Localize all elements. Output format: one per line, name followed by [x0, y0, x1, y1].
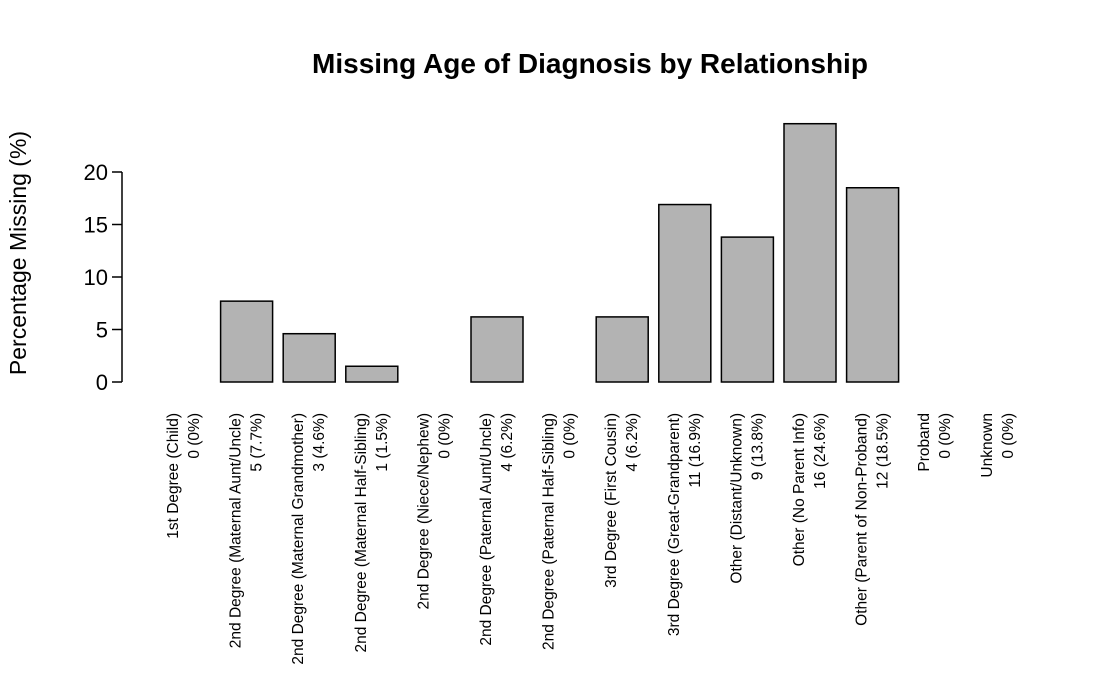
x-tick-label-group: Proband 0 (0%): [916, 413, 954, 472]
bar-count-label: 0 (0%): [937, 413, 954, 459]
bar: [595, 316, 649, 383]
x-tick-label-group: 1st Degree (Child) 0 (0%): [165, 413, 203, 539]
x-tick-label: 2nd Degree (Maternal Aunt/Uncle): [228, 413, 245, 648]
y-tick-label: 15: [84, 213, 108, 238]
x-tick-label: Other (No Parent Info): [791, 413, 808, 566]
bar-count-label: 0 (0%): [562, 413, 579, 459]
bar: [845, 187, 900, 383]
x-axis-labels: 1st Degree (Child) 0 (0%) 2nd Degree (Mate…: [165, 413, 1017, 665]
bar-count-label: 4 (6.2%): [624, 413, 641, 472]
bar-count-label: 5 (7.7%): [249, 413, 266, 472]
bar-count-label: 9 (13.8%): [749, 413, 766, 480]
bar-count-label: 16 (24.6%): [812, 413, 829, 489]
x-tick-label-group: 3rd Degree (First Cousin) 4 (6.2%): [603, 413, 641, 588]
bar-count-label: 1 (1.5%): [374, 413, 391, 472]
y-axis-label: Percentage Missing (%): [5, 131, 31, 375]
x-tick-label: 2nd Degree (Paternal Aunt/Uncle): [478, 413, 495, 646]
x-tick-label: 2nd Degree (Niece/Nephew): [415, 413, 432, 609]
x-tick-label: Unknown: [979, 413, 996, 478]
x-tick-label: 2nd Degree (Maternal Half-Sibling): [353, 413, 370, 653]
x-tick-label: 3rd Degree (First Cousin): [603, 413, 620, 588]
x-tick-label: Proband: [916, 413, 933, 472]
bar-count-label: 12 (18.5%): [875, 413, 892, 489]
x-tick-label: 1st Degree (Child): [165, 413, 182, 539]
bar: [219, 300, 274, 383]
x-tick-label-group: 2nd Degree (Niece/Nephew) 0 (0%): [415, 413, 453, 609]
bar: [783, 122, 837, 383]
bar: [470, 316, 524, 383]
x-tick-label-group: Other (No Parent Info) 16 (24.6%): [791, 413, 829, 566]
y-tick-label: 20: [84, 160, 108, 185]
x-tick-label-group: 2nd Degree (Maternal Half-Sibling) 1 (1.5…: [353, 413, 391, 653]
y-axis: 0 5 10 15 20: [84, 160, 123, 395]
x-tick-label: Other (Distant/Unknown): [728, 413, 745, 584]
bar-count-label: 11 (16.9%): [687, 413, 704, 488]
y-tick-label: 0: [96, 370, 108, 395]
x-tick-label-group: 2nd Degree (Paternal Aunt/Uncle) 4 (6.2%): [478, 413, 516, 646]
bar: [658, 203, 712, 383]
bar-count-label: 4 (6.2%): [499, 413, 516, 472]
bar-count-label: 3 (4.6%): [311, 413, 328, 472]
x-tick-label-group: 3rd Degree (Great-Grandparent) 11 (16.9%): [666, 413, 704, 636]
x-tick-label-group: Other (Parent of Non-Proband) 12 (18.5%): [854, 413, 892, 626]
y-tick-label: 10: [84, 265, 108, 290]
x-tick-label-group: Other (Distant/Unknown) 9 (13.8%): [728, 413, 766, 584]
x-tick-label: 2nd Degree (Paternal Half-Sibling): [541, 413, 558, 650]
x-tick-label: Other (Parent of Non-Proband): [854, 413, 871, 626]
x-tick-label: 3rd Degree (Great-Grandparent): [666, 413, 683, 636]
y-tick-label: 5: [96, 318, 108, 343]
x-tick-label-group: 2nd Degree (Maternal Aunt/Uncle) 5 (7.7%): [228, 413, 266, 648]
bars-group: [219, 122, 900, 383]
bar-count-label: 0 (0%): [436, 413, 453, 459]
bar-count-label: 0 (0%): [186, 413, 203, 459]
x-tick-label: 2nd Degree (Maternal Grandmother): [290, 413, 307, 665]
bar: [282, 332, 336, 383]
x-tick-label-group: 2nd Degree (Maternal Grandmother) 3 (4.6%…: [290, 413, 328, 665]
bar: [720, 236, 775, 383]
chart-title: Missing Age of Diagnosis by Relationship: [312, 48, 868, 79]
x-tick-label-group: Unknown 0 (0%): [979, 413, 1017, 478]
bar: [345, 365, 399, 383]
bar-count-label: 0 (0%): [1000, 413, 1017, 459]
x-tick-label-group: 2nd Degree (Paternal Half-Sibling) 0 (0%): [541, 413, 579, 650]
